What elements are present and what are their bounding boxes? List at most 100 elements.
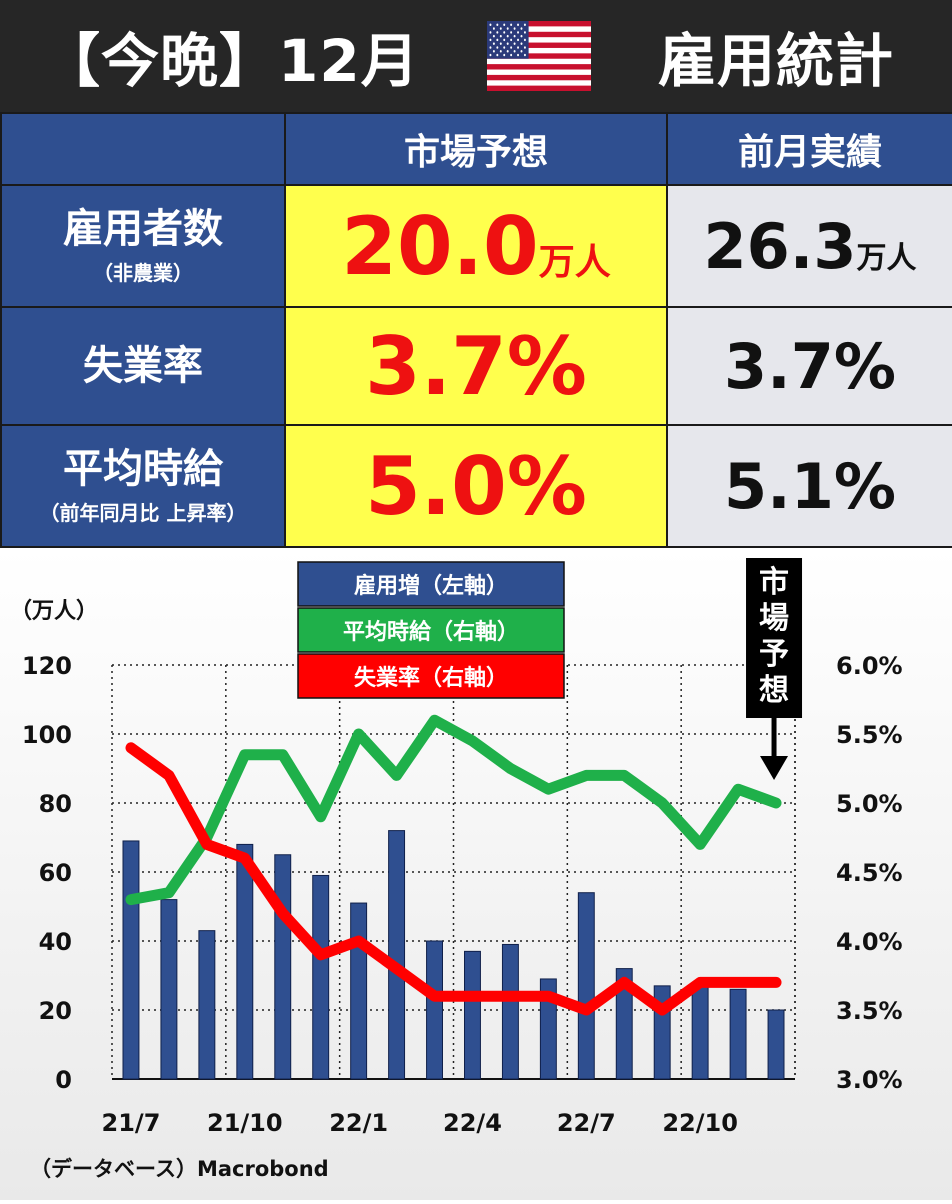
bar-payrolls bbox=[767, 1009, 785, 1080]
bar-payrolls bbox=[729, 988, 747, 1080]
bar-payrolls bbox=[350, 902, 368, 1080]
flag-star bbox=[513, 34, 516, 38]
flag-star bbox=[492, 49, 495, 53]
flag-star bbox=[509, 53, 512, 57]
annotation-char: 場 bbox=[759, 601, 789, 636]
legend-box bbox=[297, 561, 565, 607]
flag-star bbox=[489, 53, 492, 57]
flag-star bbox=[516, 46, 519, 49]
y-right-tick-label: 5.0% bbox=[836, 790, 903, 818]
flag-star bbox=[516, 31, 519, 34]
row-header-wages: 平均時給 （前年同月比 上昇率） bbox=[0, 424, 286, 548]
y-left-tick-label: 100 bbox=[22, 721, 72, 749]
previous-unit: 万人 bbox=[856, 240, 917, 276]
previous-unemployment: 3.7% bbox=[666, 306, 952, 426]
bar-payrolls bbox=[312, 874, 330, 1080]
forecast-value: 3.7% bbox=[365, 319, 587, 413]
annotation-arrow-head bbox=[760, 756, 789, 780]
y-left-tick-label: 0 bbox=[55, 1066, 72, 1094]
bar-payrolls bbox=[388, 830, 406, 1080]
us-flag-icon bbox=[486, 21, 591, 91]
flag-star bbox=[520, 49, 523, 53]
flag-star bbox=[496, 46, 499, 49]
flag-star bbox=[496, 38, 499, 42]
flag-star bbox=[506, 34, 509, 38]
flag-star bbox=[492, 27, 495, 30]
flag-star bbox=[506, 42, 509, 45]
y-right-tick-label: 3.0% bbox=[836, 1066, 903, 1094]
row-header-payrolls: 雇用者数 （非農業） bbox=[0, 184, 286, 308]
x-tick-label: 21/7 bbox=[102, 1109, 161, 1137]
flag-star bbox=[509, 31, 512, 34]
flag-star bbox=[513, 27, 516, 30]
table-corner bbox=[0, 112, 286, 186]
flag-star bbox=[513, 49, 516, 53]
previous-value: 26.3 bbox=[703, 209, 857, 283]
bar-payrolls bbox=[501, 943, 519, 1080]
flag-star bbox=[523, 53, 526, 57]
flag-star bbox=[496, 31, 499, 34]
x-tick-label: 21/10 bbox=[207, 1109, 283, 1137]
bar-payrolls bbox=[236, 843, 254, 1080]
annotation-char: 市 bbox=[759, 565, 789, 600]
employment-chart: 0 20 40 60 80 100 120 3.0% 3.5% 4.0% 4.5% 5.0% 5.5% 6… bbox=[10, 558, 903, 1181]
legend-box bbox=[297, 607, 565, 653]
forecast-value: 20.0 bbox=[341, 199, 539, 293]
flag-star bbox=[489, 38, 492, 42]
flag-star bbox=[509, 23, 512, 27]
y-right-tick-label: 6.0% bbox=[836, 652, 903, 680]
y-right-tick-label: 3.5% bbox=[836, 997, 903, 1025]
row-label: 雇用者数 bbox=[63, 205, 223, 252]
flag-star bbox=[503, 23, 506, 27]
flag-star bbox=[516, 53, 519, 57]
flag-star bbox=[499, 34, 502, 38]
y-right-tick-label: 4.5% bbox=[836, 859, 903, 887]
flag-star bbox=[506, 27, 509, 30]
flag-star bbox=[516, 23, 519, 27]
bar-payrolls bbox=[426, 940, 443, 1080]
y-left-unit-label: （万人） bbox=[10, 599, 98, 624]
flag-star bbox=[499, 27, 502, 30]
annotation-char: 予 bbox=[759, 637, 789, 672]
bar-payrolls bbox=[577, 892, 595, 1080]
bar-payrolls bbox=[122, 840, 140, 1080]
previous-payrolls: 26.3万人 bbox=[666, 184, 952, 308]
annotation-char: 想 bbox=[759, 673, 789, 708]
flag-star bbox=[489, 46, 492, 49]
flag-star bbox=[496, 53, 499, 57]
flag-star bbox=[503, 31, 506, 34]
previous-value: 3.7% bbox=[724, 329, 896, 403]
bar-payrolls bbox=[198, 930, 216, 1080]
flag-star bbox=[506, 49, 509, 53]
legend-label: 失業率（右軸） bbox=[354, 665, 508, 691]
previous-wages: 5.1% bbox=[666, 424, 952, 548]
row-sublabel: （非農業） bbox=[93, 260, 193, 285]
column-header-previous: 前月実績 bbox=[666, 112, 952, 186]
legend-box bbox=[297, 653, 565, 699]
bar-payrolls bbox=[539, 978, 557, 1080]
flag-star bbox=[523, 23, 526, 27]
x-tick-label: 22/1 bbox=[329, 1109, 388, 1137]
line-wages bbox=[125, 714, 782, 906]
flag-star bbox=[489, 31, 492, 34]
header-title: 雇用統計 bbox=[657, 27, 894, 95]
legend-label: 雇用増（左軸） bbox=[354, 573, 508, 599]
flag-star bbox=[503, 46, 506, 49]
summary-table: 市場予想 前月実績 雇用者数 （非農業） 20.0万人 26.3万人 失業率 3… bbox=[0, 112, 952, 548]
legend-label: 平均時給（右軸） bbox=[343, 619, 519, 645]
chart-panel: 0 20 40 60 80 100 120 3.0% 3.5% 4.0% 4.5% 5.0% 5.5% 6… bbox=[0, 548, 952, 1200]
header-bar: 【今晩】12月 雇用統計 bbox=[0, 0, 952, 112]
flag-star bbox=[513, 42, 516, 45]
forecast-unit: 万人 bbox=[538, 241, 611, 283]
forecast-payrolls: 20.0万人 bbox=[284, 184, 668, 308]
flag-star bbox=[492, 34, 495, 38]
y-left-tick-label: 40 bbox=[39, 928, 72, 956]
flag-star bbox=[523, 46, 526, 49]
flag-star bbox=[523, 38, 526, 42]
flag-star bbox=[520, 34, 523, 38]
flag-star bbox=[503, 53, 506, 57]
flag-star bbox=[516, 38, 519, 42]
flag-star bbox=[520, 42, 523, 45]
y-left-tick-label: 80 bbox=[39, 790, 72, 818]
header-prefix: 【今晩】12月 bbox=[42, 27, 420, 95]
